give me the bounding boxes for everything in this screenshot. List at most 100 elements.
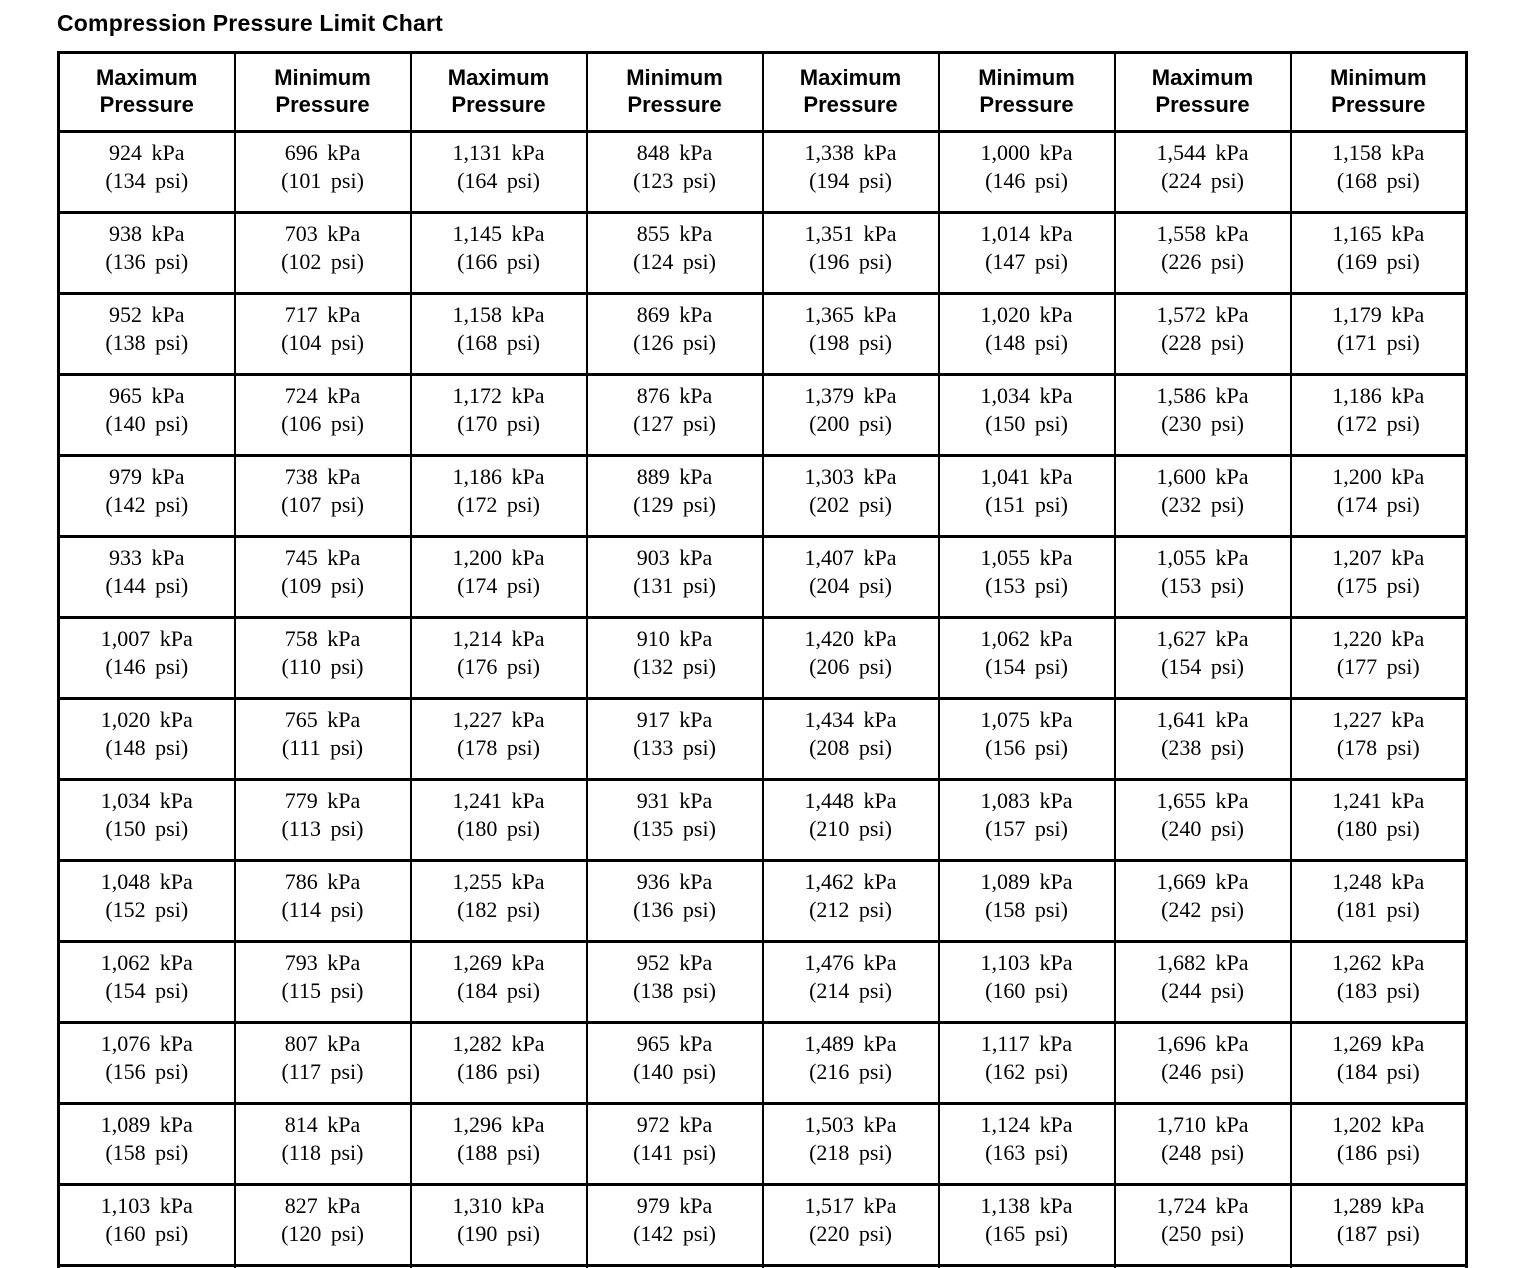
kpa-value: 1,041 kPa [980, 464, 1073, 489]
pressure-cell: 1,014 kPa (147 psi) [937, 211, 1116, 295]
kpa-value: 1,600 kPa [1156, 464, 1249, 489]
pressure-cell: 1,034 kPa (150 psi) [57, 778, 236, 862]
pressure-cell: 717 kPa (104 psi) [233, 292, 412, 376]
kpa-value: 1,214 kPa [452, 626, 545, 651]
pressure-cell: 1,517 kPa (220 psi) [761, 1183, 940, 1267]
pressure-cell: 1,117 kPa (162 psi) [937, 1021, 1116, 1105]
pressure-cell: 1,682 kPa (244 psi) [1113, 940, 1292, 1024]
psi-value: (158 psi) [105, 1140, 189, 1165]
psi-value: (244 psi) [1161, 978, 1244, 1003]
pressure-cell: 1,214 kPa (176 psi) [409, 616, 588, 700]
kpa-value: 1,172 kPa [452, 383, 545, 408]
kpa-value: 933 kPa [109, 545, 185, 570]
kpa-value: 952 kPa [109, 302, 185, 327]
kpa-value: 1,586 kPa [1156, 383, 1249, 408]
kpa-value: 1,076 kPa [100, 1031, 193, 1056]
kpa-value: 952 kPa [636, 950, 713, 975]
kpa-value: 1,476 kPa [804, 950, 897, 975]
pressure-cell: 1,145 kPa(166 psi) [937, 1264, 1116, 1268]
pressure-cell: 1,289 kPa (187 psi) [1289, 1183, 1468, 1267]
kpa-value: 1,089 kPa [980, 869, 1073, 894]
psi-value: (146 psi) [105, 654, 189, 679]
pressure-cell: 1,338 kPa (194 psi) [761, 130, 940, 214]
kpa-value: 972 kPa [636, 1112, 713, 1137]
pressure-cell: 924 kPa (134 psi) [57, 130, 236, 214]
pressure-cell: 1,262 kPa (183 psi) [1289, 940, 1468, 1024]
kpa-value: 1,117 kPa [980, 1031, 1073, 1056]
psi-value: (110 psi) [281, 654, 364, 679]
table-row: 1,034 kPa (150 psi) 779 kPa (113 psi) 1,241 … [57, 778, 1468, 862]
psi-value: (151 psi) [985, 492, 1068, 517]
psi-value: (172 psi) [1336, 411, 1420, 436]
pressure-cell: 814 kPa (118 psi) [233, 1102, 412, 1186]
pressure-cell: 876 kPa (127 psi) [585, 373, 764, 457]
header-row: Maximum Pressure Minimum Pressure Maximum Pre… [57, 51, 1468, 133]
pressure-cell: 1,055 kPa (153 psi) [937, 535, 1116, 619]
kpa-value: 965 kPa [109, 383, 185, 408]
psi-value: (206 psi) [809, 654, 892, 679]
psi-value: (120 psi) [281, 1221, 364, 1246]
kpa-value: 793 kPa [284, 950, 361, 975]
kpa-value: 1,310 kPa [452, 1193, 545, 1218]
kpa-value: 1,124 kPa [980, 1112, 1073, 1137]
psi-value: (129 psi) [633, 492, 716, 517]
psi-value: (148 psi) [105, 735, 189, 760]
psi-value: (171 psi) [1336, 330, 1420, 355]
pressure-cell: 1,172 kPa (170 psi) [409, 373, 588, 457]
pressure-cell: 1,296 kPa (188 psi) [409, 1102, 588, 1186]
kpa-value: 1,517 kPa [804, 1193, 897, 1218]
pressure-cell: 1,165 kPa (169 psi) [1289, 211, 1468, 295]
psi-value: (148 psi) [985, 330, 1068, 355]
kpa-value: 807 kPa [284, 1031, 361, 1056]
kpa-value: 1,000 kPa [980, 140, 1073, 165]
pressure-cell: 965 kPa (140 psi) [57, 373, 236, 457]
pressure-cell: 889 kPa (129 psi) [585, 454, 764, 538]
pressure-cell: 1,248 kPa (181 psi) [1289, 859, 1468, 943]
pressure-cell: 979 kPa (142 psi) [57, 454, 236, 538]
kpa-value: 1,055 kPa [980, 545, 1073, 570]
pressure-cell: 1,476 kPa (214 psi) [761, 940, 940, 1024]
column-header-line1: Minimum [1329, 65, 1427, 90]
psi-value: (101 psi) [281, 168, 364, 193]
psi-value: (180 psi) [1336, 816, 1420, 841]
pressure-cell: 1,076 kPa (156 psi) [57, 1021, 236, 1105]
table-row: 1,007 kPa (146 psi) 758 kPa (110 psi) 1,214 … [57, 616, 1468, 700]
pressure-cell: 1,572 kPa (228 psi) [1113, 292, 1292, 376]
pressure-cell: 1,269 kPa (184 psi) [1289, 1021, 1468, 1105]
pressure-cell: 807 kPa (117 psi) [233, 1021, 412, 1105]
pressure-cell: 1,103 kPa (160 psi) [937, 940, 1116, 1024]
psi-value: (174 psi) [1336, 492, 1420, 517]
pressure-cell: 1,269 kPa (184 psi) [409, 940, 588, 1024]
kpa-value: 1,186 kPa [452, 464, 545, 489]
psi-value: (124 psi) [633, 249, 716, 274]
table-header: Maximum Pressure Minimum Pressure Maximum Pre… [57, 51, 1468, 133]
psi-value: (118 psi) [281, 1140, 364, 1165]
psi-value: (157 psi) [985, 816, 1068, 841]
psi-value: (202 psi) [809, 492, 892, 517]
kpa-value: 1,062 kPa [100, 950, 193, 975]
pressure-cell: 933 kPa (144 psi) [57, 535, 236, 619]
pressure-cell: 1,131 kPa (164 psi) [409, 130, 588, 214]
kpa-value: 696 kPa [284, 140, 361, 165]
pressure-cell: 903 kPa (131 psi) [585, 535, 764, 619]
pressure-cell: — [1289, 1264, 1468, 1268]
pressure-cell: 1,062 kPa (154 psi) [57, 940, 236, 1024]
psi-value: (160 psi) [985, 978, 1068, 1003]
pressure-cell: 1,586 kPa (230 psi) [1113, 373, 1292, 457]
kpa-value: 1,138 kPa [980, 1193, 1073, 1218]
psi-value: (154 psi) [105, 978, 189, 1003]
kpa-value: 1,682 kPa [1156, 950, 1249, 975]
kpa-value: 979 kPa [636, 1193, 713, 1218]
pressure-cell: 1,200 kPa (174 psi) [409, 535, 588, 619]
pressure-cell: 1,083 kPa (157 psi) [937, 778, 1116, 862]
psi-value: (186 psi) [1336, 1140, 1420, 1165]
pressure-cell: 1,227 kPa (178 psi) [1289, 697, 1468, 781]
pressure-cell: 786 kPa (114 psi) [233, 859, 412, 943]
kpa-value: 1,227 kPa [1332, 707, 1425, 732]
kpa-value: 1,158 kPa [1332, 140, 1425, 165]
pressure-cell: 1,124 kPa (163 psi) [937, 1102, 1116, 1186]
psi-value: (172 psi) [457, 492, 540, 517]
kpa-value: 1,407 kPa [804, 545, 897, 570]
kpa-value: 1,379 kPa [804, 383, 897, 408]
psi-value: (111 psi) [281, 735, 364, 760]
